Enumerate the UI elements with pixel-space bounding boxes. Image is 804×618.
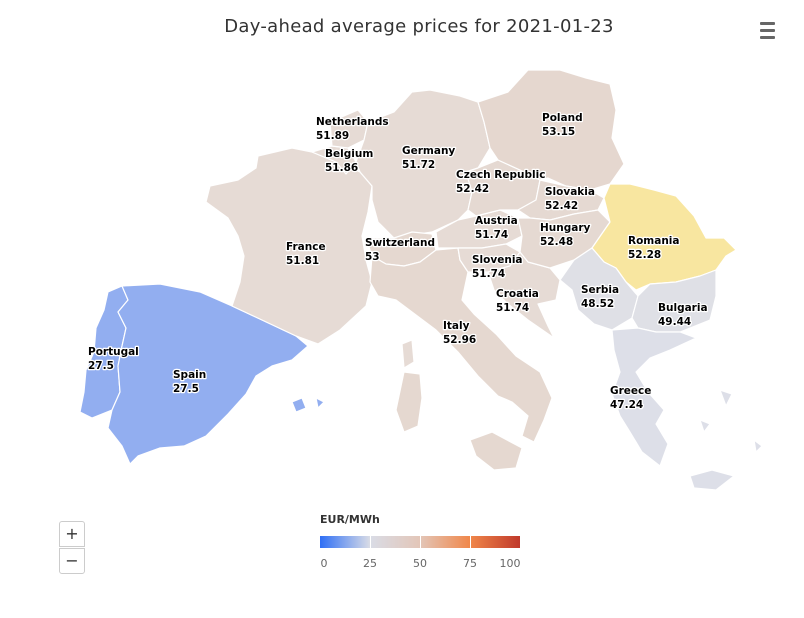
map-title: Day-ahead average prices for 2021-01-23 [224, 16, 614, 37]
country-price-label: 52.42 [456, 183, 489, 195]
country-price-label: 51.81 [286, 255, 319, 267]
country-name-label: France [286, 241, 326, 253]
legend-tick-label: 50 [413, 557, 427, 570]
legend-separator [470, 536, 471, 548]
country-price-label: 53.15 [542, 126, 575, 138]
country-name-label: Greece [610, 385, 651, 397]
legend-title: EUR/MWh [320, 513, 380, 526]
legend-tick-label: 75 [463, 557, 477, 570]
country-price-label: 51.74 [475, 229, 508, 241]
country-price-label: 52.96 [443, 334, 476, 346]
zoom-in-button[interactable]: + [59, 521, 85, 547]
country-name-label: Spain [173, 369, 206, 381]
country-price-label: 27.5 [88, 360, 114, 372]
country-greece[interactable] [611, 327, 763, 491]
country-name-label: Netherlands [316, 116, 389, 128]
country-name-label: Hungary [540, 222, 591, 234]
country-italy[interactable] [369, 247, 553, 471]
country-price-label: 52.28 [628, 249, 661, 261]
europe-map: Portugal 27.5 Spain 27.5 France 51.81 Belgium 5… [79, 69, 763, 491]
country-name-label: Bulgaria [658, 302, 708, 314]
country-price-label: 52.42 [545, 200, 578, 212]
country-name-label: Serbia [581, 284, 619, 296]
country-name-label: Germany [402, 145, 455, 157]
country-price-label: 51.74 [472, 268, 505, 280]
legend-separator [420, 536, 421, 548]
country-name-label: Poland [542, 112, 583, 124]
country-name-label: Belgium [325, 148, 373, 160]
country-france[interactable] [205, 147, 415, 369]
hamburger-menu-icon[interactable] [756, 22, 780, 44]
country-name-label: Slovenia [472, 254, 523, 266]
country-price-label: 51.74 [496, 302, 529, 314]
country-price-label: 27.5 [173, 383, 199, 395]
country-price-label: 49.44 [658, 316, 691, 328]
legend-tick-label: 100 [499, 557, 521, 570]
zoom-out-button[interactable]: − [59, 548, 85, 574]
country-name-label: Italy [443, 320, 470, 332]
country-name-label: Switzerland [365, 237, 435, 249]
legend-separator [370, 536, 371, 548]
legend-tick-label: 25 [363, 557, 377, 570]
country-price-label: 51.72 [402, 159, 435, 171]
country-price-label: 53 [365, 251, 380, 263]
country-price-label: 51.89 [316, 130, 349, 142]
country-price-label: 47.24 [610, 399, 643, 411]
country-name-label: Romania [628, 235, 680, 247]
country-price-label: 51.86 [325, 162, 358, 174]
country-price-label: 52.48 [540, 236, 573, 248]
country-name-label: Portugal [88, 346, 139, 358]
country-price-label: 48.52 [581, 298, 614, 310]
country-name-label: Czech Republic [456, 169, 545, 181]
country-name-label: Slovakia [545, 186, 595, 198]
country-name-label: Austria [475, 215, 518, 227]
country-bulgaria[interactable] [631, 269, 717, 333]
legend-tick-label: 0 [320, 557, 328, 570]
country-name-label: Croatia [496, 288, 539, 300]
